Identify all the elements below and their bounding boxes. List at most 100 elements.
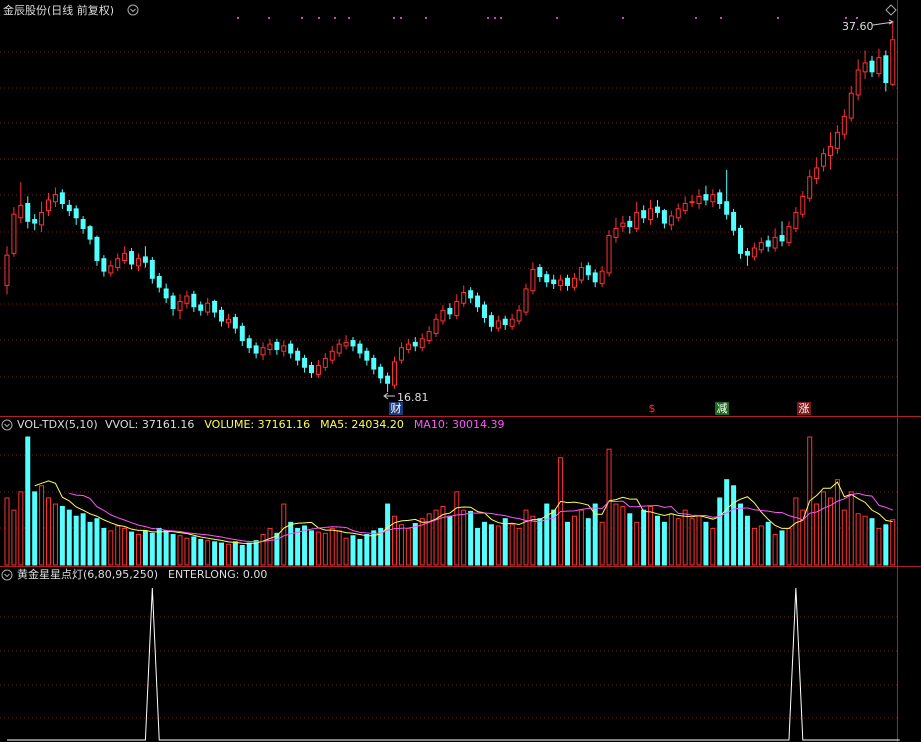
- volume-bar: [585, 518, 591, 566]
- candle-body: [405, 343, 411, 350]
- candle-body: [509, 318, 515, 327]
- candle-body: [385, 375, 391, 384]
- volume-bar: [821, 491, 827, 566]
- volume-bar: [848, 491, 854, 566]
- candle-body: [274, 341, 280, 350]
- candle-body: [551, 279, 557, 285]
- marker-dot: [720, 17, 722, 19]
- volume-bar: [731, 485, 737, 566]
- candle-body: [516, 309, 522, 322]
- marker-dot: [425, 17, 427, 19]
- volume-bar: [198, 538, 204, 566]
- volume-bar: [523, 509, 529, 566]
- candle-body: [447, 308, 453, 315]
- candle-body: [793, 211, 799, 229]
- candle-body: [855, 69, 861, 96]
- candle-body: [46, 199, 52, 212]
- volume-bar: [648, 505, 654, 566]
- candle-body: [378, 366, 384, 379]
- event-bg: [797, 402, 811, 415]
- volume-bar: [149, 532, 155, 566]
- marker-dot: [301, 17, 303, 19]
- volume-bar: [862, 515, 868, 566]
- volume-bar: [350, 535, 356, 566]
- volume-bar: [135, 534, 141, 566]
- volume-bar: [364, 534, 370, 566]
- volume-bar: [890, 519, 896, 566]
- volume-bar: [447, 515, 453, 566]
- volume-bar: [654, 515, 660, 566]
- volume-bar: [599, 521, 605, 566]
- volume-bar: [627, 513, 633, 566]
- marker-dot: [500, 17, 502, 19]
- candle-body: [703, 194, 709, 201]
- candle-body: [426, 331, 432, 342]
- candle-body: [475, 295, 481, 308]
- candle-body: [862, 62, 868, 73]
- candle-body: [225, 318, 231, 324]
- candle-body: [253, 345, 259, 354]
- volume-bar: [115, 525, 121, 566]
- volume-bar: [751, 527, 757, 566]
- volume-bar: [66, 509, 72, 566]
- volume-bar: [412, 523, 418, 566]
- volume-bar: [163, 530, 169, 566]
- volume-bar: [39, 485, 45, 566]
- volume-bar: [426, 513, 432, 566]
- indicator-line: [7, 587, 900, 741]
- volume-bar: [122, 527, 128, 566]
- volume-bar: [710, 527, 716, 566]
- volume-bar: [876, 527, 882, 566]
- candle-body: [841, 115, 847, 135]
- candle-body: [468, 290, 474, 299]
- candle-body: [744, 251, 750, 256]
- volume-bar: [329, 527, 335, 566]
- volume-bar: [59, 505, 65, 566]
- marker-dot: [237, 17, 239, 19]
- volume-bar: [827, 497, 833, 566]
- volume-bar: [73, 515, 79, 566]
- marker-dot: [494, 17, 496, 19]
- volume-bar: [530, 515, 536, 566]
- volume-bar: [841, 509, 847, 566]
- candle-body: [73, 208, 79, 219]
- candle-body: [433, 318, 439, 334]
- volume-bar: [184, 537, 190, 566]
- volume-bar: [246, 542, 252, 566]
- volume-bar: [25, 436, 31, 566]
- volume-bar: [191, 536, 197, 566]
- candle-body: [772, 236, 778, 249]
- candle-body: [364, 350, 370, 361]
- volume-bar: [689, 518, 695, 566]
- candle-body: [634, 211, 640, 229]
- volume-bar: [343, 537, 349, 566]
- candle-body: [592, 272, 598, 283]
- candle-body: [170, 295, 176, 310]
- volume-bar: [855, 513, 861, 566]
- candle-body: [710, 194, 716, 203]
- candle-body: [488, 315, 494, 327]
- candle-body: [502, 318, 508, 326]
- marker-dot: [695, 17, 697, 19]
- candle-body: [821, 153, 827, 167]
- candle-body: [322, 357, 328, 368]
- candle-body: [481, 304, 487, 318]
- candle-body: [184, 295, 190, 304]
- candle-body: [530, 268, 536, 292]
- candle-body: [724, 201, 730, 215]
- marker-dot: [845, 17, 847, 19]
- volume-bar: [765, 521, 771, 566]
- volume-bar: [440, 505, 446, 566]
- volume-bar: [461, 509, 467, 566]
- candle-body: [565, 277, 571, 286]
- candle-body: [779, 235, 785, 242]
- candle-body: [142, 256, 148, 263]
- candle-body: [814, 167, 820, 180]
- candle-body: [156, 275, 162, 288]
- volume-bar: [288, 521, 294, 566]
- volume-bar: [717, 497, 723, 566]
- volume-bar: [281, 503, 287, 566]
- volume-bar: [392, 515, 398, 566]
- candle-body: [461, 292, 467, 304]
- volume-bar: [205, 540, 211, 566]
